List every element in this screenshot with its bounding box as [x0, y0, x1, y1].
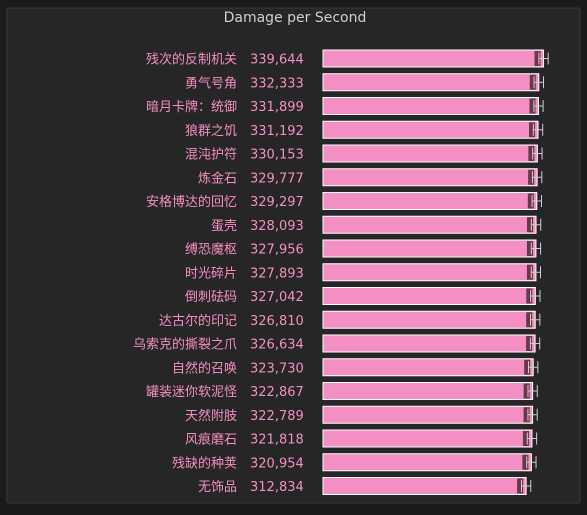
bar [322, 287, 536, 305]
bar-row: 残次的反制机关 339,644 [146, 49, 549, 68]
category-label: 风痕磨石 [185, 432, 237, 448]
bar-row: 勇气号角 332,333 [185, 73, 544, 92]
bar-end-marker [523, 407, 530, 423]
bar-end-marker [529, 122, 536, 138]
bar-end-marker [527, 217, 534, 233]
category-label: 安格博达的回忆 [146, 194, 237, 210]
value-label: 332,333 [250, 76, 304, 91]
bar-row: 狼群之饥 331,192 [185, 120, 544, 139]
bar [322, 144, 538, 163]
bar-end-marker [529, 98, 536, 114]
bar [322, 429, 533, 448]
bar-end-marker [528, 169, 535, 185]
bar [322, 310, 536, 329]
bar [322, 215, 537, 234]
bar-row: 罐装迷你软泥怪 322,867 [146, 382, 538, 400]
bar-row: 自然的召唤 323,730 [172, 358, 539, 377]
bar-end-marker [526, 336, 533, 351]
category-label: 勇气号角 [185, 75, 237, 91]
value-label: 322,867 [250, 385, 304, 400]
value-label: 327,893 [250, 266, 304, 281]
bar [322, 168, 538, 187]
value-label: 320,954 [250, 456, 304, 471]
value-label: 331,899 [250, 100, 304, 115]
bar-end-marker [534, 51, 541, 66]
bar-end-marker [526, 264, 533, 280]
bar [322, 192, 538, 210]
bar [322, 382, 534, 400]
bar [322, 453, 532, 472]
bar-end-marker [527, 193, 534, 209]
value-label: 330,153 [250, 148, 304, 163]
bar-end-marker [523, 383, 530, 399]
category-label: 缚恐魔枢 [185, 242, 237, 258]
value-label: 328,093 [250, 219, 304, 234]
value-label: 322,789 [250, 409, 304, 424]
bar [322, 239, 537, 258]
bar-row: 暗月卡牌：统御 331,899 [146, 97, 544, 115]
bar-row: 乌索克的撕裂之爪 326,634 [133, 334, 541, 353]
bar [322, 405, 534, 424]
bar-row: 无饰品 312,834 [198, 477, 532, 495]
bar [322, 73, 540, 92]
bars-layer: 残次的反制机关 339,644 勇气号角 332,333 暗月卡牌：统御 331,899 狼… [133, 49, 549, 495]
category-label: 自然的召唤 [172, 360, 237, 376]
bar-row: 炼金石 329,777 [198, 168, 543, 187]
bar-end-marker [522, 454, 529, 470]
bar-end-marker [526, 241, 533, 256]
bar [322, 263, 537, 282]
bar-row: 时光碎片 327,893 [185, 263, 542, 282]
value-label: 329,297 [250, 195, 304, 210]
bar-end-marker [526, 312, 533, 328]
category-label: 暗月卡牌：统御 [146, 99, 237, 115]
category-label: 时光碎片 [185, 266, 237, 281]
bar-row: 蛋壳 328,093 [211, 215, 542, 234]
bar-end-marker [526, 288, 533, 304]
value-label: 326,810 [250, 314, 304, 329]
bar [322, 477, 527, 495]
bar-end-marker [528, 146, 535, 161]
bar-row: 混沌护符 330,153 [185, 144, 543, 163]
bar-row: 达古尔的印记 326,810 [159, 310, 541, 329]
category-label: 乌索克的撕裂之爪 [133, 337, 237, 353]
category-label: 混沌护符 [185, 147, 237, 163]
category-label: 狼群之饥 [185, 124, 237, 139]
chart-title: Damage per Second [224, 10, 367, 26]
value-label: 327,956 [250, 243, 304, 258]
category-label: 达古尔的印记 [159, 313, 237, 329]
bar-end-marker [524, 359, 531, 375]
bar-end-marker [522, 431, 529, 446]
value-label: 327,042 [250, 290, 304, 305]
bar [322, 120, 539, 139]
bar-end-marker [517, 478, 524, 494]
category-label: 蛋壳 [211, 219, 237, 234]
category-label: 残次的反制机关 [146, 52, 237, 68]
bar-row: 倒刺砝码 327,042 [185, 287, 541, 305]
bar-row: 残缺的种荚 320,954 [172, 453, 537, 472]
category-label: 罐装迷你软泥怪 [146, 385, 237, 400]
value-label: 326,634 [250, 338, 304, 353]
value-label: 339,644 [250, 53, 304, 68]
bar-row: 缚恐魔枢 327,956 [185, 239, 542, 258]
bar [322, 49, 545, 68]
value-label: 312,834 [250, 480, 304, 495]
value-label: 329,777 [250, 171, 304, 186]
bar-row: 风痕磨石 321,818 [185, 429, 538, 448]
category-label: 炼金石 [198, 170, 237, 186]
category-label: 残缺的种荚 [172, 455, 237, 471]
value-label: 321,818 [250, 433, 304, 448]
bar-row: 天然附肢 322,789 [185, 405, 538, 424]
bar-row: 安格博达的回忆 329,297 [146, 192, 542, 210]
value-label: 323,730 [250, 361, 304, 376]
bar-end-marker [529, 74, 536, 90]
bar [322, 334, 536, 353]
category-label: 倒刺砝码 [185, 290, 237, 305]
category-label: 无饰品 [198, 480, 237, 495]
bar [322, 97, 539, 115]
bar [322, 358, 534, 377]
value-label: 331,192 [250, 124, 304, 139]
category-label: 天然附肢 [185, 408, 237, 424]
